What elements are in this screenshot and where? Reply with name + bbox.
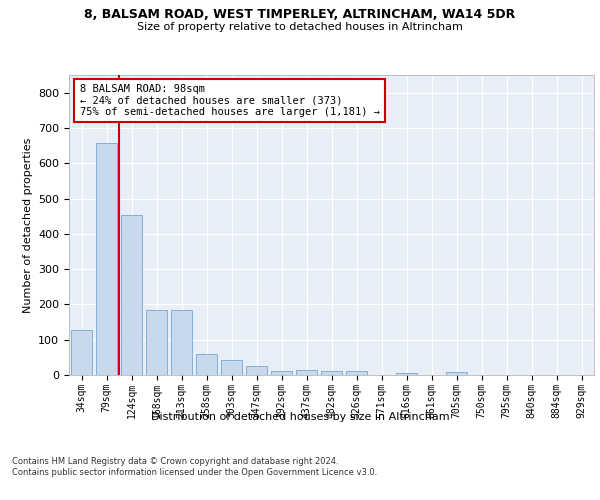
- Text: Contains HM Land Registry data © Crown copyright and database right 2024.
Contai: Contains HM Land Registry data © Crown c…: [12, 458, 377, 477]
- Bar: [146, 310, 167, 375]
- Bar: [296, 370, 317, 375]
- Text: 8 BALSAM ROAD: 98sqm
← 24% of detached houses are smaller (373)
75% of semi-deta: 8 BALSAM ROAD: 98sqm ← 24% of detached h…: [79, 84, 380, 117]
- Bar: [171, 310, 192, 375]
- Bar: [121, 216, 142, 375]
- Bar: [196, 354, 217, 375]
- Bar: [346, 372, 367, 375]
- Bar: [321, 371, 342, 375]
- Bar: [246, 366, 267, 375]
- Y-axis label: Number of detached properties: Number of detached properties: [23, 138, 32, 312]
- Text: Size of property relative to detached houses in Altrincham: Size of property relative to detached ho…: [137, 22, 463, 32]
- Bar: [396, 372, 417, 375]
- Bar: [221, 360, 242, 375]
- Bar: [271, 371, 292, 375]
- Text: Distribution of detached houses by size in Altrincham: Distribution of detached houses by size …: [151, 412, 449, 422]
- Bar: [96, 143, 117, 375]
- Bar: [446, 372, 467, 375]
- Bar: [71, 330, 92, 375]
- Text: 8, BALSAM ROAD, WEST TIMPERLEY, ALTRINCHAM, WA14 5DR: 8, BALSAM ROAD, WEST TIMPERLEY, ALTRINCH…: [85, 8, 515, 20]
